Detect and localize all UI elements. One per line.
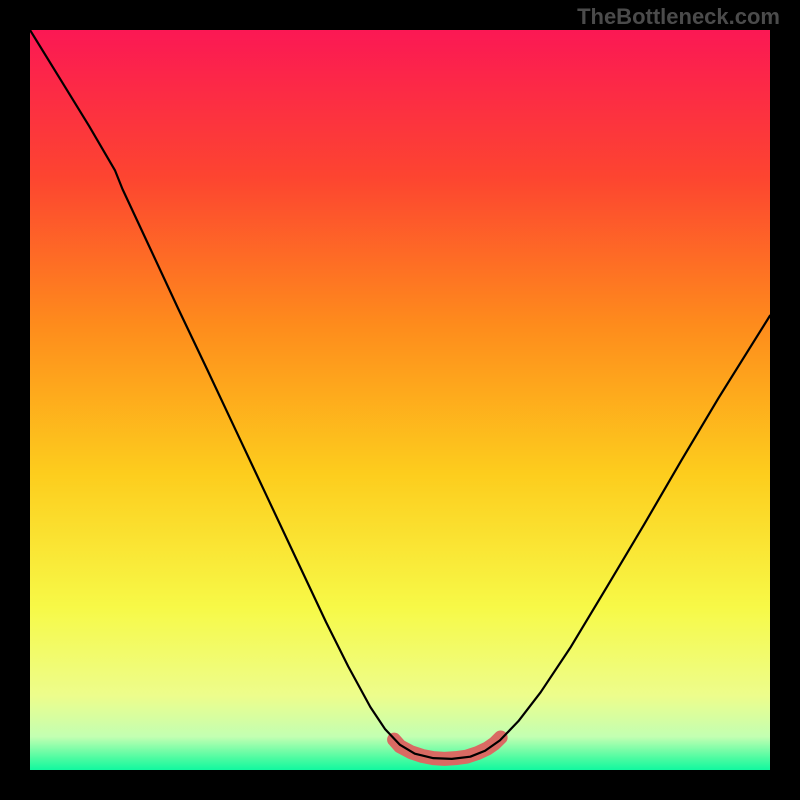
chart-container: TheBottleneck.com: [0, 0, 800, 800]
plot-area: [30, 30, 770, 770]
chart-svg: [30, 30, 770, 770]
gradient-background: [30, 30, 770, 770]
watermark-text: TheBottleneck.com: [577, 4, 780, 30]
